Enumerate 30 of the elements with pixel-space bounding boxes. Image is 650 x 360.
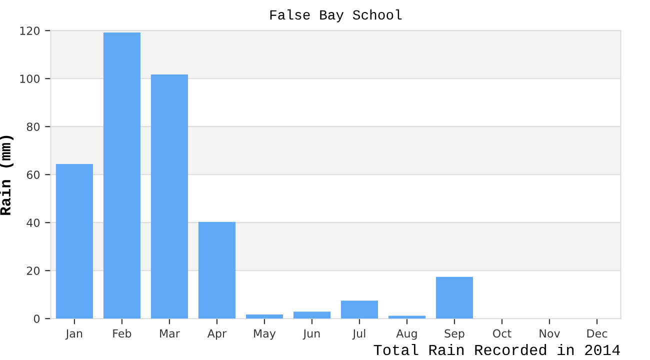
y-tick-label: 120 [20,26,40,35]
x-tick-label: May [254,329,276,340]
bar [293,312,330,319]
y-tick-label: 100 [20,74,40,83]
bar [198,222,236,319]
x-tick-label: Aug [396,329,417,340]
y-tick-label: 40 [26,218,40,227]
x-tick-label: Dec [587,329,608,338]
y-tick-label: 60 [26,170,40,179]
bar [388,316,426,319]
y-tick-label: 0 [34,314,40,323]
x-axis-title: Total Rain Recorded in 2014 [374,344,620,356]
bar [340,300,378,319]
x-tick-label: Sep [444,329,464,340]
x-tick-label: Mar [160,329,180,338]
y-tick-label: 20 [26,266,40,275]
chart-title: False Bay School [270,9,402,22]
x-tick-label: Apr [207,329,227,340]
bar [150,74,188,319]
bar [103,32,140,319]
x-tick-label: Jun [302,329,320,340]
y-tick-label: 80 [26,122,40,131]
x-tick-label: Nov [540,329,560,338]
x-tick-label: Jan [65,329,82,340]
bar [56,164,93,319]
x-tick-label: Jul [352,329,366,340]
bar [436,276,474,319]
x-tick-label: Oct [493,329,512,338]
bar [246,314,283,319]
x-tick-label: Feb [113,329,132,338]
